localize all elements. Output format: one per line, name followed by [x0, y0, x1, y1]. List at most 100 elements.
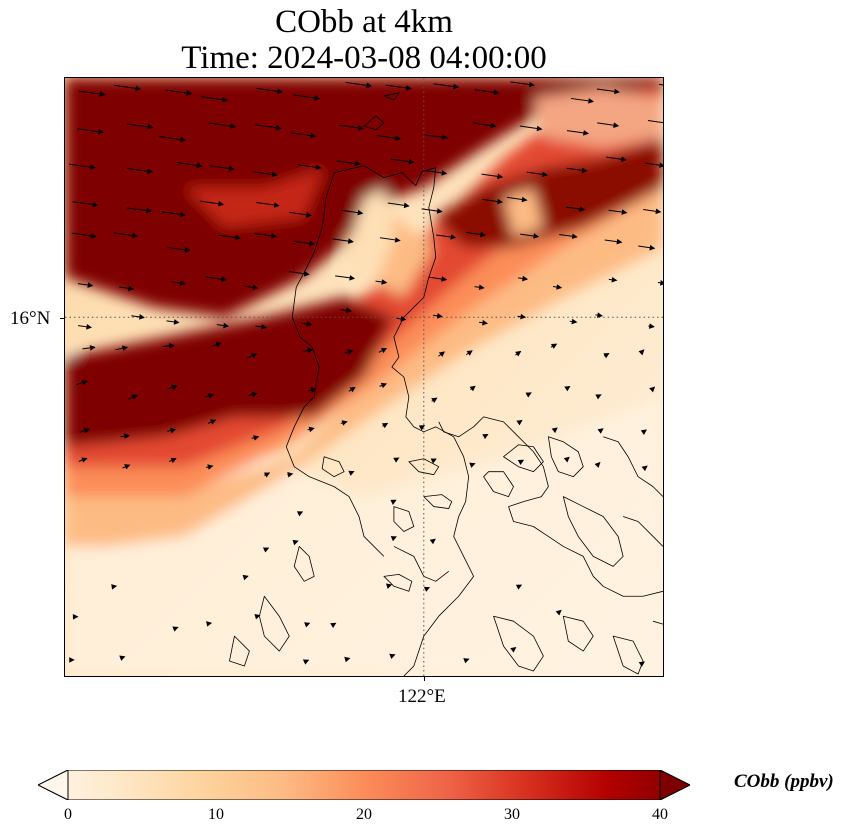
- wind-arrow-head: [308, 426, 315, 433]
- wind-arrow-head: [228, 165, 235, 172]
- colorbar-label: CObb (ppbv): [734, 771, 834, 792]
- wind-arrow-head: [521, 196, 528, 203]
- wind-arrow-head: [463, 658, 470, 664]
- wind-arrow-head: [81, 379, 89, 386]
- wind-arrow-head: [564, 385, 571, 392]
- wind-arrow-head: [418, 425, 426, 431]
- wind-arrow-head: [302, 659, 310, 665]
- wind-arrow-head: [173, 319, 180, 325]
- wind-arrow-head: [292, 539, 299, 546]
- wind-arrow-head: [490, 122, 497, 129]
- wind-arrow-head: [381, 422, 389, 429]
- wind-arrow-head: [146, 207, 152, 214]
- wind-arrow-head: [170, 457, 177, 464]
- wind-arrow-head: [380, 347, 388, 354]
- colorbar: [38, 770, 690, 800]
- wind-arrow-head: [588, 98, 595, 104]
- wind-arrow-head: [431, 397, 438, 403]
- wind-arrow-head: [310, 132, 317, 139]
- wind-arrow-head: [83, 427, 91, 434]
- wind-arrow-head: [621, 156, 627, 163]
- wind-arrow-head: [641, 465, 648, 472]
- wind-arrow-head: [275, 124, 282, 131]
- wind-arrow-head: [517, 459, 525, 465]
- colorbar-tick-0: 0: [64, 806, 72, 823]
- wind-arrow-head: [124, 433, 131, 439]
- wind-arrow-head: [380, 382, 388, 389]
- wind-arrow-head: [640, 429, 647, 435]
- wind-arrow-head: [132, 232, 139, 239]
- wind-arrow-head: [81, 457, 88, 463]
- wind-arrow-head: [310, 387, 317, 393]
- wind-arrow-head: [309, 240, 316, 247]
- wind-arrow-head: [551, 427, 558, 434]
- wind-arrow-head: [180, 211, 187, 218]
- wind-arrow-head: [254, 613, 261, 620]
- wind-arrow-head: [649, 244, 656, 251]
- map-time: Time: 2024-03-08 04:00:00: [181, 40, 547, 76]
- wind-arrow-head: [218, 200, 225, 207]
- wind-arrow-head: [423, 586, 431, 592]
- wind-arrow-head: [436, 208, 443, 214]
- wind-arrow-head: [89, 164, 96, 170]
- wind-arrow-head: [603, 353, 610, 359]
- wind-arrow-head: [223, 322, 230, 329]
- wind-arrow-head: [242, 574, 249, 581]
- wind-arrow-head: [139, 314, 145, 320]
- wind-arrow-head: [277, 88, 284, 95]
- wind-arrow-head: [441, 134, 448, 141]
- wind-arrow-head: [555, 609, 562, 616]
- wind-arrow-head: [179, 280, 186, 286]
- wind-arrow-head: [147, 168, 154, 175]
- wind-arrow-head: [655, 208, 662, 215]
- wind-arrow-head: [515, 584, 523, 590]
- wind-arrow-head: [215, 342, 222, 348]
- wind-arrow-head: [403, 202, 410, 209]
- wind-arrow-head: [315, 164, 322, 171]
- wind-arrow-head: [186, 90, 193, 96]
- wind-arrow-head: [89, 345, 96, 351]
- wind-arrow-head: [171, 384, 178, 391]
- wind-arrow-head: [480, 231, 487, 238]
- wind-arrow-head: [366, 82, 373, 89]
- colorbar-tick-10: 10: [208, 806, 224, 823]
- wind-arrow-head: [478, 284, 485, 291]
- colorbar-extend-high: [659, 770, 690, 800]
- wind-arrow-head: [614, 88, 620, 95]
- wind-arrow-head: [595, 394, 602, 400]
- wind-arrow-head: [119, 655, 126, 661]
- wind-arrow-head: [386, 583, 393, 589]
- wind-arrow-head: [649, 386, 656, 393]
- wind-arrow-head: [400, 316, 407, 322]
- wind-arrow-head: [303, 270, 310, 277]
- wind-arrow-head: [344, 656, 351, 663]
- wind-arrow-head: [304, 622, 311, 628]
- wind-arrow-head: [69, 657, 75, 663]
- wind-arrow-head: [184, 247, 191, 253]
- wind-arrow-head: [541, 171, 549, 178]
- wind-arrow-head: [196, 162, 203, 169]
- colorbar-tick-20: 20: [356, 806, 372, 823]
- wind-arrow-head: [131, 394, 138, 400]
- wind-arrow-head: [441, 170, 448, 176]
- wind-arrow-head: [493, 89, 500, 96]
- wind-arrow-head: [261, 324, 268, 330]
- wind-arrow-head: [621, 209, 628, 215]
- wind-arrow-head: [230, 123, 237, 129]
- wind-arrow-head: [550, 343, 558, 349]
- wind-arrow-head: [357, 209, 364, 216]
- wind-arrow-head: [450, 234, 457, 240]
- wind-arrow-head: [613, 122, 620, 128]
- wind-arrow-head: [250, 353, 258, 359]
- wind-arrow-head: [358, 125, 365, 131]
- wind-arrow-head: [347, 349, 354, 355]
- wind-arrow-head: [594, 461, 601, 468]
- wind-arrow-head: [452, 83, 459, 90]
- wind-arrow-head: [581, 167, 588, 174]
- wind-arrow-head: [482, 433, 489, 440]
- wind-vectors: [68, 81, 663, 667]
- wind-arrow-head: [207, 464, 214, 470]
- wind-arrow-head: [390, 499, 397, 505]
- wind-arrow-head: [536, 125, 543, 132]
- wind-arrow-head: [122, 345, 129, 351]
